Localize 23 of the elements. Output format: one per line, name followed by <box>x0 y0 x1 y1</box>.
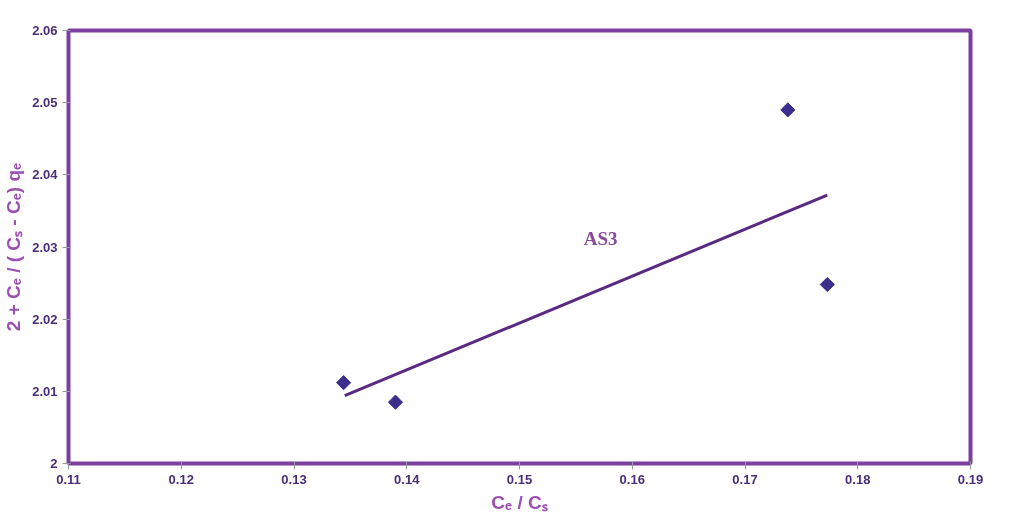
x-tick-label: 0.18 <box>845 471 871 487</box>
x-tick-label: 0.14 <box>394 471 421 487</box>
y-tick-label: 2 <box>50 456 58 471</box>
x-tick-label: 0.15 <box>506 471 533 487</box>
annotation: AS3 <box>583 227 618 249</box>
y-tick-label: 2.02 <box>32 311 58 327</box>
x-tick-label: 0.17 <box>732 471 758 487</box>
x-tick-label: 0.12 <box>168 471 194 487</box>
y-tick-label: 2.04 <box>32 167 59 183</box>
y-axis-title: 2 + Cₑ / ( Cₛ - Cₑ) qₑ <box>3 162 25 332</box>
x-tick-label: 0.19 <box>957 471 984 487</box>
x-tick-label: 0.13 <box>281 471 307 487</box>
point <box>336 375 352 391</box>
y-tick-label: 2.05 <box>32 95 58 111</box>
y-tick-label: 2.03 <box>32 239 58 255</box>
y-tick-label: 2.06 <box>32 23 58 38</box>
point <box>387 394 404 410</box>
x-tick-label: 0.16 <box>619 471 645 487</box>
x-tick-label: 0.11 <box>56 471 81 487</box>
x-axis-title: Cₑ / Cₛ <box>491 491 548 513</box>
point <box>780 102 796 118</box>
point <box>819 276 835 293</box>
y-tick-label: 2.01 <box>32 383 58 399</box>
